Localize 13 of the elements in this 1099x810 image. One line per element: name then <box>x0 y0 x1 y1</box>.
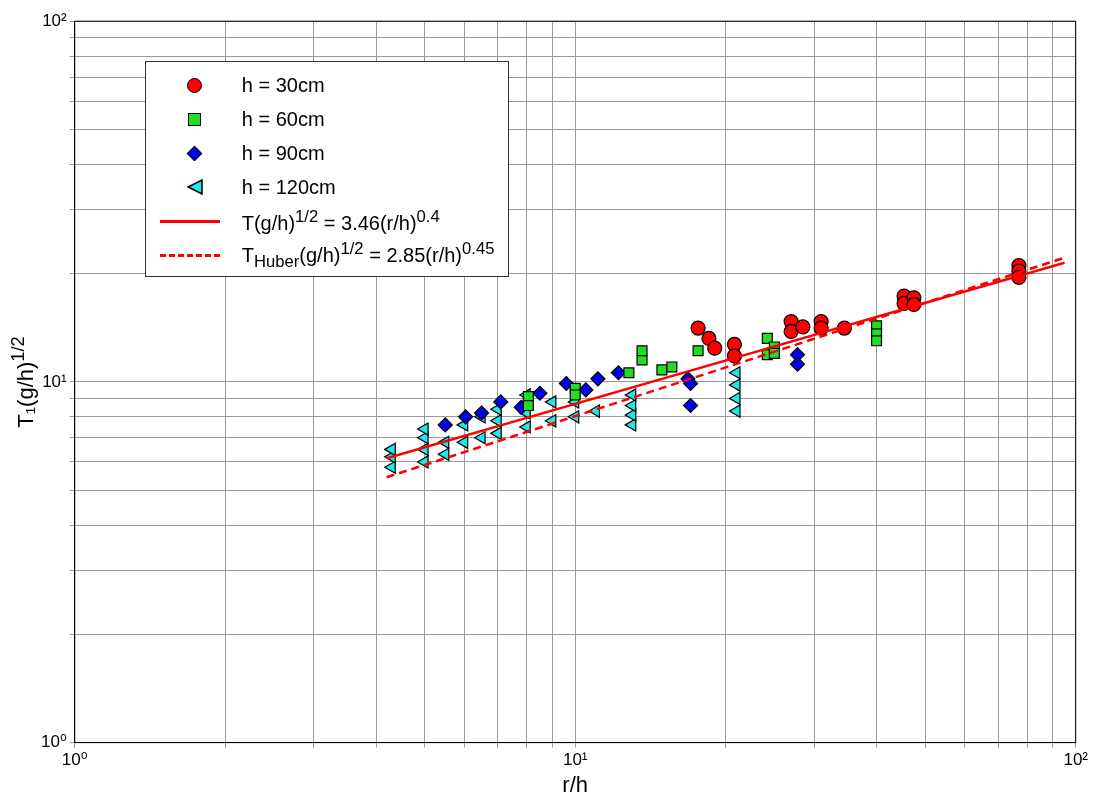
x-axis-title: r/h <box>561 772 590 798</box>
x-tick-label: 10² <box>1063 750 1089 770</box>
legend-label: h = 30cm <box>241 73 325 97</box>
x-tick-label: 10¹ <box>562 750 588 770</box>
legend-label: h = 120cm <box>241 175 336 199</box>
y-tick-label: 10² <box>42 10 68 30</box>
x-tick-label: 10⁰ <box>61 750 88 770</box>
y-tick-label: 10⁰ <box>40 732 67 752</box>
legend-label: T(g/h)$^{1/2}$ = 3.46(r/h)$^{0.4}$ <box>241 207 440 236</box>
legend-label: h = 90cm <box>241 141 325 165</box>
legend-label: h = 60cm <box>241 107 325 131</box>
legend-label: T$_{Huber}$(g/h)$^{1/2}$ = 2.85(r/h)$^{0.45}$ <box>241 238 495 272</box>
y-tick-label: 10¹ <box>42 371 68 391</box>
